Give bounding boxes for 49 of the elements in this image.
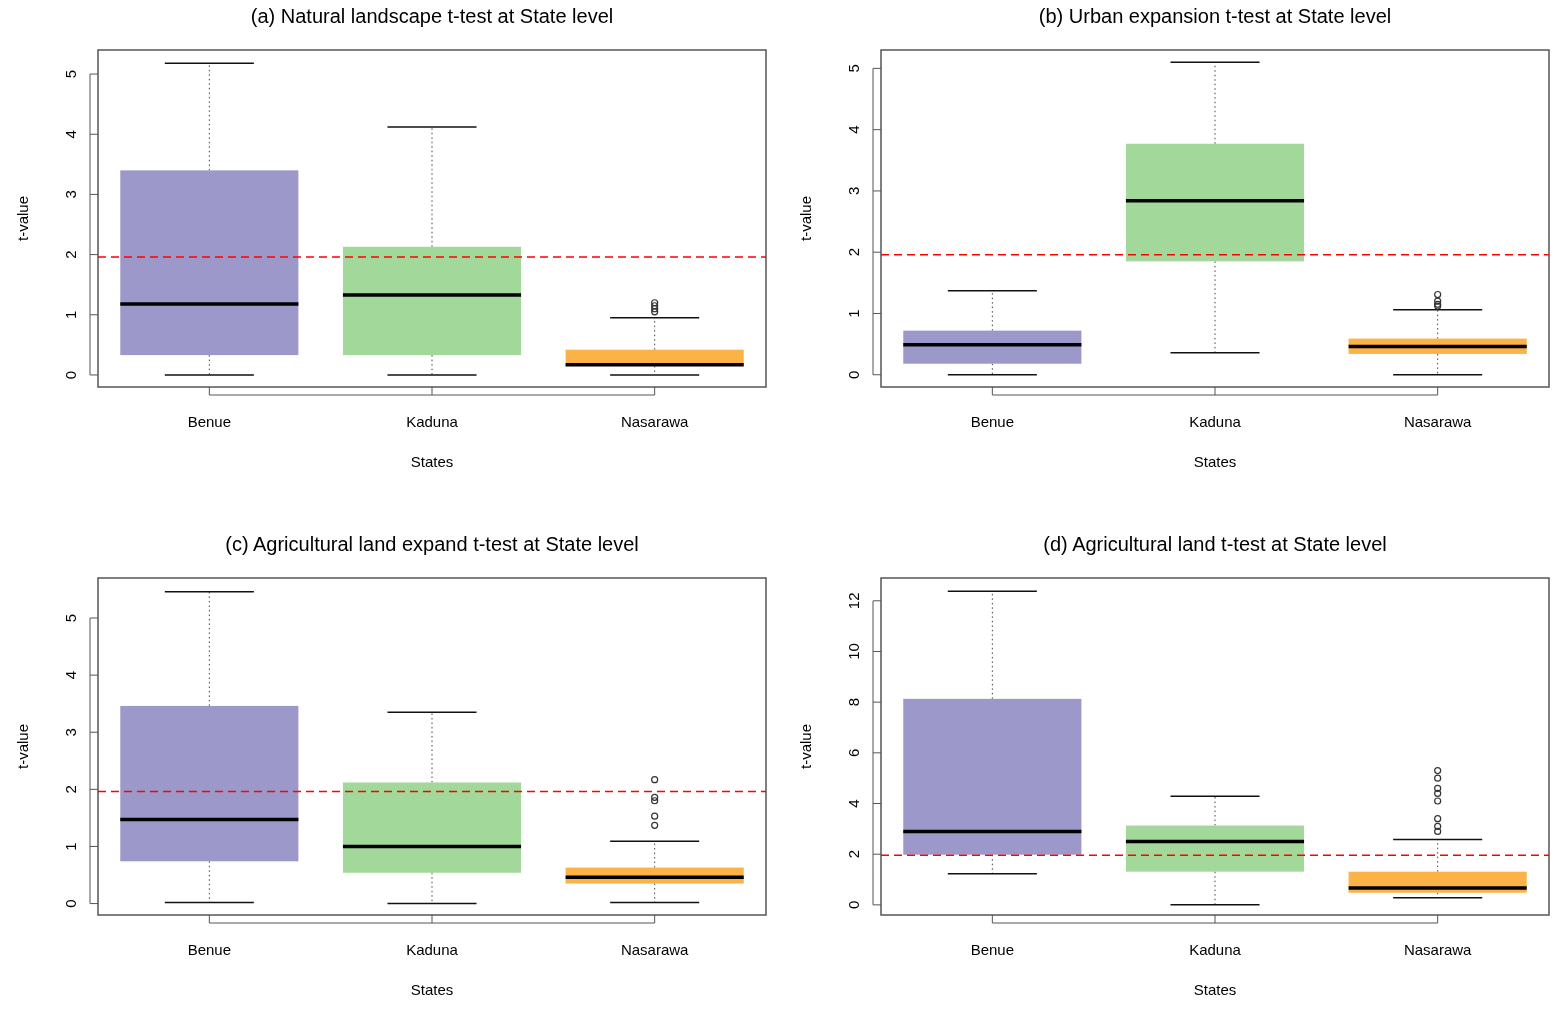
y-tick-label: 0: [62, 899, 79, 908]
x-tick-label: Kaduna: [1189, 941, 1242, 958]
y-tick-label: 2: [62, 250, 79, 259]
y-tick-label: 4: [845, 799, 862, 808]
y-axis-title: t-value: [797, 195, 814, 242]
y-axis-title: t-value: [797, 723, 814, 770]
y-tick-label: 4: [845, 125, 862, 134]
y-tick-label: 10: [845, 643, 862, 660]
x-tick-label: Kaduna: [406, 941, 459, 958]
y-tick-label: 3: [62, 728, 79, 737]
y-tick-label: 8: [845, 697, 862, 707]
x-tick-label: Nasarawa: [1403, 413, 1473, 430]
x-tick-label: Nasarawa: [1403, 941, 1473, 958]
x-axis-title: States: [1193, 981, 1237, 998]
y-tick-label: 0: [62, 370, 79, 380]
y-tick-label: 3: [845, 186, 862, 196]
y-tick-label: 12: [845, 592, 862, 610]
x-tick-label: Nasarawa: [620, 413, 690, 430]
x-tick-label: Kaduna: [406, 413, 459, 430]
y-axis-title: t-value: [14, 195, 31, 242]
chart-title: (b) Urban expansion t-test at State level: [1038, 5, 1392, 27]
y-tick-label: 4: [62, 670, 79, 680]
y-tick-label: 1: [845, 309, 862, 318]
x-axis-title: States: [1193, 453, 1237, 470]
x-axis-title: States: [410, 453, 454, 470]
y-tick-label: 2: [845, 850, 862, 859]
y-tick-label: 2: [845, 248, 862, 257]
y-tick-label: 5: [845, 64, 862, 73]
y-tick-label: 0: [845, 370, 862, 379]
y-tick-label: 4: [62, 130, 79, 139]
y-tick-label: 3: [62, 190, 79, 199]
chart-title: (a) Natural landscape t-test at State level: [250, 5, 614, 27]
y-tick-label: 1: [62, 842, 79, 851]
y-axis-title: t-value: [14, 723, 31, 770]
y-tick-label: 5: [62, 69, 79, 79]
y-tick-label: 5: [62, 613, 79, 623]
x-tick-label: Benue: [187, 941, 232, 958]
x-axis-title: States: [410, 981, 454, 998]
x-tick-label: Kaduna: [1189, 413, 1242, 430]
x-tick-label: Nasarawa: [620, 941, 690, 958]
x-tick-label: Benue: [187, 413, 232, 430]
y-tick-label: 1: [62, 310, 79, 319]
y-tick-label: 2: [62, 785, 79, 794]
x-tick-label: Benue: [970, 941, 1015, 958]
y-tick-label: 0: [845, 900, 862, 910]
x-tick-label: Benue: [970, 413, 1015, 430]
y-tick-label: 6: [845, 748, 862, 758]
chart-title: (d) Agricultural land t-test at State level: [1043, 533, 1387, 555]
chart-title: (c) Agricultural land expand t-test at State level: [225, 533, 639, 555]
